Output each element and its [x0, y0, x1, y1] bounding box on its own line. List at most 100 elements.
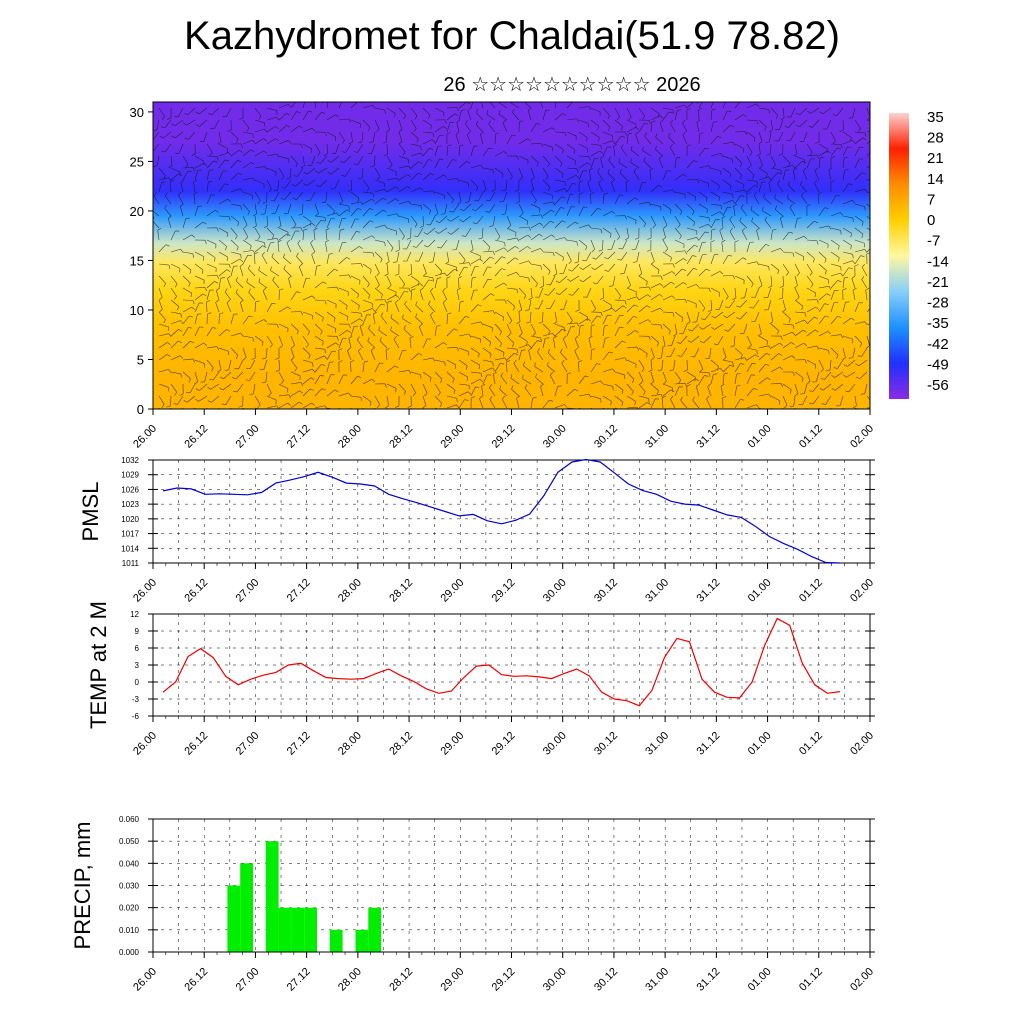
wind-barb-flag: [455, 131, 460, 135]
wind-barb-flag: [219, 387, 224, 391]
wind-barb: [524, 387, 532, 397]
y-tick-label: 1011: [122, 559, 140, 568]
wind-barb-flag: [659, 115, 664, 119]
wind-barb: [374, 119, 380, 130]
wind-barb: [470, 371, 481, 374]
wind-barb: [468, 191, 472, 202]
wind-barb: [403, 328, 412, 337]
wind-barb-flag: [172, 414, 176, 415]
wind-barb-flag: [809, 402, 814, 405]
wind-barb: [818, 225, 829, 229]
wind-barb-flag: [780, 117, 785, 121]
wind-barb: [470, 164, 481, 169]
wind-barb: [852, 290, 856, 301]
wind-barb: [818, 158, 821, 169]
wind-barb: [554, 323, 565, 328]
wind-barb: [374, 303, 382, 313]
wind-barb: [794, 342, 804, 349]
wind-barb: [530, 203, 541, 209]
wind-barb-flag: [348, 274, 352, 279]
wind-barb: [325, 230, 328, 241]
wind-barb: [326, 323, 337, 329]
wind-barb-flag: [286, 113, 291, 116]
wind-barb: [782, 331, 793, 337]
wind-barb: [446, 146, 448, 157]
wind-barb-flag: [264, 166, 268, 171]
wind-barb: [734, 357, 745, 361]
wind-barb: [350, 299, 360, 306]
wind-barb-flag: [785, 169, 790, 171]
wind-barb: [542, 338, 546, 349]
wind-barb-flag: [334, 136, 337, 141]
wind-barb: [193, 182, 196, 193]
wind-barb: [818, 275, 829, 280]
wind-barb-flag: [224, 369, 229, 371]
wind-barb: [266, 335, 273, 345]
y-tick-label: 30: [130, 105, 144, 120]
wind-barb: [372, 131, 376, 142]
wind-barb-flag: [837, 316, 842, 318]
wind-barb: [746, 155, 752, 166]
wind-barb: [662, 107, 673, 111]
wind-barb-flag: [191, 306, 195, 310]
wind-barb-flag: [420, 146, 422, 151]
wind-barb-flag: [220, 277, 225, 279]
wind-barb-flag: [837, 280, 842, 283]
wind-barb: [446, 395, 457, 399]
wind-barb-flag: [216, 346, 220, 351]
wind-barb: [787, 184, 796, 193]
wind-barb: [254, 150, 264, 157]
wind-barb: [655, 137, 664, 145]
wind-barb: [386, 263, 389, 274]
wind-barb-flag: [359, 318, 363, 322]
wind-barb: [296, 256, 304, 265]
wind-barb-flag: [157, 227, 162, 231]
wind-barb-flag: [503, 247, 508, 251]
wind-barb: [674, 298, 685, 301]
wind-barb-flag: [872, 224, 874, 228]
wind-barb-flag: [535, 373, 538, 378]
wind-barb-flag: [729, 228, 733, 232]
precip-bar: [368, 907, 382, 952]
wind-barb: [530, 335, 541, 339]
wind-barb-flag: [384, 242, 386, 247]
wind-barb: [590, 107, 601, 113]
wind-barb-flag: [511, 343, 515, 347]
colorbar-label: -49: [927, 356, 949, 373]
wind-barb: [842, 215, 853, 219]
wind-barb: [170, 173, 179, 181]
wind-barb: [452, 203, 460, 213]
wind-barb: [829, 359, 832, 370]
wind-barb-flag: [598, 414, 599, 418]
wind-barb-flag: [742, 257, 747, 260]
wind-barb-flag: [479, 395, 483, 399]
wind-barb-flag: [369, 141, 374, 143]
wind-barb: [530, 214, 541, 217]
wind-barb-flag: [452, 378, 455, 383]
wind-barb-flag: [428, 300, 431, 305]
wind-barb: [338, 374, 344, 385]
wind-barb-flag: [621, 402, 624, 407]
colorbar-label: 28: [927, 130, 944, 147]
wind-barb: [854, 146, 860, 157]
wind-barb-flag: [717, 136, 722, 138]
wind-barb: [511, 389, 520, 397]
wind-barb: [854, 203, 865, 207]
wind-barb: [482, 266, 488, 277]
wind-barb-flag: [852, 260, 856, 264]
wind-barb: [566, 389, 575, 397]
wind-barb: [674, 110, 678, 121]
wind-barb-flag: [547, 361, 549, 366]
wind-barb-flag: [426, 417, 428, 420]
wind-barb-flag: [334, 268, 338, 272]
wind-barb: [722, 191, 733, 195]
wind-barb-flag: [269, 344, 273, 348]
wind-barb: [446, 191, 454, 200]
wind-barb-flag: [591, 324, 596, 327]
wind-barb-flag: [208, 180, 213, 183]
wind-barb: [572, 287, 580, 296]
wind-barb-flag: [276, 153, 280, 158]
x-tick-label: 30.00: [541, 423, 569, 451]
wind-barb-flag: [786, 272, 789, 276]
wind-barb: [799, 119, 808, 127]
